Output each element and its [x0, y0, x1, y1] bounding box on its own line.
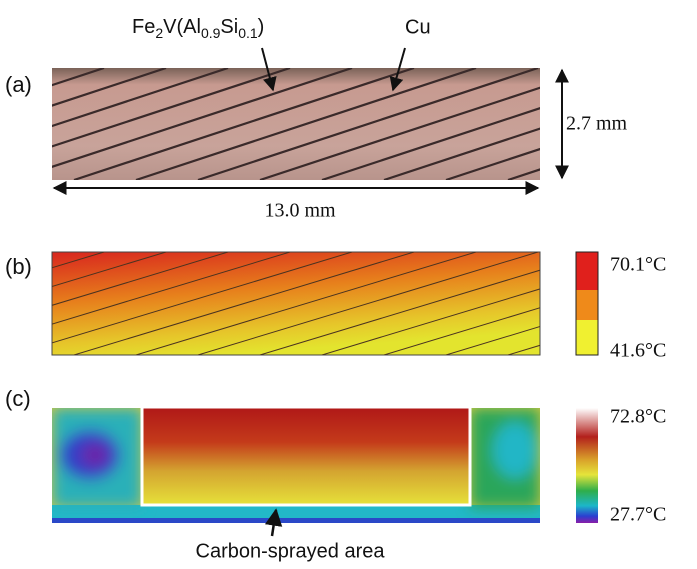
area-label: Carbon-sprayed area	[196, 540, 386, 562]
panel-label: (b)	[5, 254, 32, 279]
scale-segment	[576, 252, 598, 290]
scale-max: 70.1°C	[610, 254, 666, 276]
material-label: Fe2V(Al0.9Si0.1)	[132, 16, 264, 40]
page: (a) Fe2V(Al0.9Si0.1) Cu 2.7 mm 13.0 mm (…	[0, 0, 697, 569]
scale-min: 27.7°C	[610, 504, 666, 526]
panel-label: (a)	[5, 72, 32, 97]
width-label: 13.0 mm	[264, 200, 336, 222]
scale-min: 41.6°C	[610, 340, 666, 362]
scale-bar	[576, 408, 598, 523]
scale-segment	[576, 290, 598, 320]
scale-max: 72.8°C	[610, 406, 666, 428]
scale-segment	[576, 320, 598, 355]
cu-label: Cu	[405, 16, 431, 38]
height-label: 2.7 mm	[566, 113, 628, 135]
panel-label: (c)	[5, 386, 31, 411]
figure: (a) Fe2V(Al0.9Si0.1) Cu 2.7 mm 13.0 mm (…	[0, 0, 697, 569]
